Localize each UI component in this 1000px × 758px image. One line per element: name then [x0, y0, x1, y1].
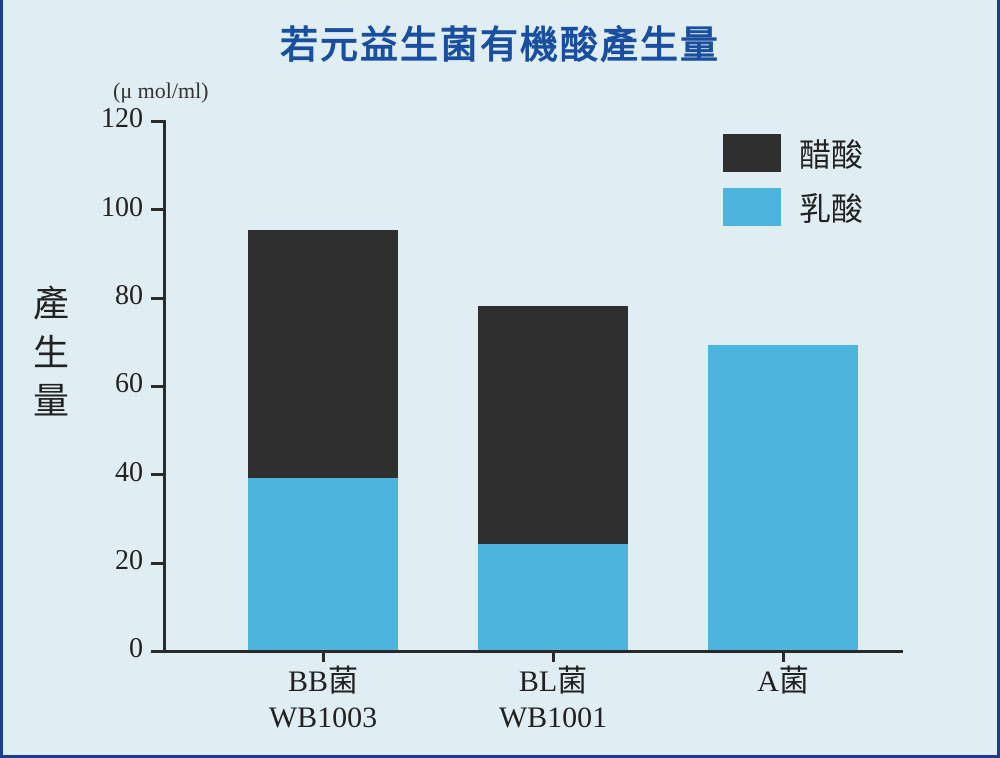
y-tick — [151, 208, 163, 211]
legend-item: 乳酸 — [723, 184, 863, 230]
y-tick-label: 0 — [73, 633, 143, 665]
bar-segment-acetic — [478, 306, 628, 545]
x-tick — [552, 650, 555, 662]
x-axis — [163, 650, 903, 653]
legend-swatch — [723, 188, 781, 226]
y-tick — [151, 473, 163, 476]
y-tick-label: 40 — [73, 457, 143, 489]
legend: 醋酸乳酸 — [723, 130, 863, 238]
category-label-line1: A菌 — [673, 664, 893, 700]
bar-group — [478, 306, 628, 651]
ylabel-char-1: 產 — [33, 280, 69, 329]
y-tick-label: 100 — [73, 192, 143, 224]
bar-segment-lactic — [478, 544, 628, 650]
y-tick-label: 80 — [73, 280, 143, 312]
y-tick — [151, 120, 163, 123]
bar-group — [248, 230, 398, 650]
unit-label: (μ mol/ml) — [113, 78, 209, 104]
ylabel-char-3: 量 — [33, 377, 69, 426]
category-label: BB菌WB1003 — [213, 664, 433, 736]
bar-segment-acetic — [248, 230, 398, 477]
x-tick — [782, 650, 785, 662]
bar-segment-lactic — [708, 345, 858, 650]
chart-title: 若元益生菌有機酸產生量 — [3, 14, 997, 69]
legend-label: 乳酸 — [799, 184, 863, 230]
ylabel-char-2: 生 — [33, 329, 69, 378]
y-axis-label: 產 生 量 — [33, 280, 69, 426]
y-tick-label: 120 — [73, 103, 143, 135]
legend-label: 醋酸 — [799, 130, 863, 176]
y-tick-label: 60 — [73, 368, 143, 400]
y-tick — [151, 385, 163, 388]
category-label-line1: BB菌 — [213, 664, 433, 700]
x-tick — [322, 650, 325, 662]
y-tick — [151, 562, 163, 565]
category-label-line1: BL菌 — [443, 664, 663, 700]
category-label-line2: WB1003 — [213, 700, 433, 736]
legend-swatch — [723, 134, 781, 172]
category-label-line2: WB1001 — [443, 700, 663, 736]
bar-segment-lactic — [248, 478, 398, 650]
category-label: A菌 — [673, 664, 893, 700]
bar-group — [708, 345, 858, 650]
y-tick — [151, 650, 163, 653]
legend-item: 醋酸 — [723, 130, 863, 176]
y-tick-label: 20 — [73, 545, 143, 577]
y-axis — [163, 120, 166, 653]
category-label: BL菌WB1001 — [443, 664, 663, 736]
y-tick — [151, 297, 163, 300]
chart-frame: 若元益生菌有機酸產生量 產 生 量 (μ mol/ml) 0 20 40 60 80 10… — [0, 0, 1000, 758]
